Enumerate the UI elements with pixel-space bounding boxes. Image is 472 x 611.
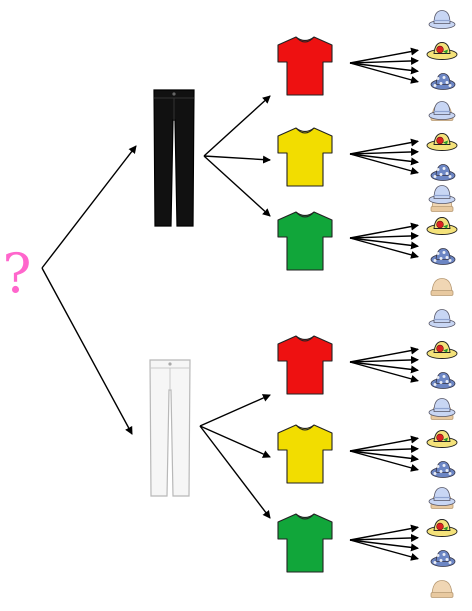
branch-arrow [349, 361, 419, 383]
branch-arrow [349, 361, 419, 374]
branch-arrow [199, 425, 271, 519]
green-shirt-icon [277, 513, 333, 573]
bucket-hat-icon [428, 101, 456, 120]
branch-arrow [349, 524, 419, 541]
branch-arrow [349, 346, 419, 363]
branch-arrow [349, 222, 419, 239]
branch-arrow [349, 62, 419, 84]
sun-hat-icon [426, 133, 458, 151]
bucket-hat-icon [428, 10, 456, 29]
beanie-icon [430, 278, 454, 296]
branch-arrow [349, 355, 419, 364]
branch-arrow [349, 237, 419, 250]
branch-arrow [349, 153, 419, 166]
branch-arrow [349, 147, 419, 156]
black-jeans-icon [153, 89, 195, 227]
sun-hat-icon [426, 519, 458, 537]
sun-hat-icon [426, 430, 458, 448]
green-shirt-icon [277, 211, 333, 271]
bucket-hat-icon [428, 309, 456, 328]
beanie-icon [430, 580, 454, 598]
branch-arrow [199, 394, 271, 427]
bucket-hat-icon [428, 487, 456, 506]
patterned-hat-icon [430, 461, 456, 478]
outfit-items [149, 10, 458, 598]
branch-arrow [349, 533, 419, 542]
branch-arrow [41, 267, 133, 435]
patterned-hat-icon [430, 550, 456, 567]
branch-arrow [349, 138, 419, 155]
red-shirt-icon [277, 36, 333, 96]
bucket-hat-icon [428, 185, 456, 204]
branch-arrow [203, 155, 271, 217]
branch-arrow [349, 56, 419, 65]
red-shirt-icon [277, 335, 333, 395]
branch-arrow [349, 435, 419, 452]
white-jeans-icon [149, 359, 191, 497]
patterned-hat-icon [430, 372, 456, 389]
branch-arrow [199, 425, 271, 458]
branch-arrow [349, 450, 419, 472]
yellow-shirt-icon [277, 424, 333, 484]
branch-arrow [349, 539, 419, 561]
question-mark: ? [2, 242, 32, 305]
sun-hat-icon [426, 42, 458, 60]
patterned-hat-icon [430, 164, 456, 181]
branch-arrow [349, 444, 419, 453]
branch-arrow [203, 155, 271, 164]
branch-arrow [203, 95, 271, 157]
branch-arrow [349, 153, 419, 175]
sun-hat-icon [426, 341, 458, 359]
branch-arrow [349, 539, 419, 552]
arrows [41, 47, 419, 561]
bucket-hat-icon [428, 398, 456, 417]
yellow-shirt-icon [277, 127, 333, 187]
branch-arrow [349, 450, 419, 463]
patterned-hat-icon [430, 73, 456, 90]
branch-arrow [349, 237, 419, 259]
branch-arrow [349, 62, 419, 75]
branch-arrow [41, 145, 137, 269]
patterned-hat-icon [430, 248, 456, 265]
sun-hat-icon [426, 217, 458, 235]
branch-arrow [349, 47, 419, 64]
branch-arrow [349, 231, 419, 240]
